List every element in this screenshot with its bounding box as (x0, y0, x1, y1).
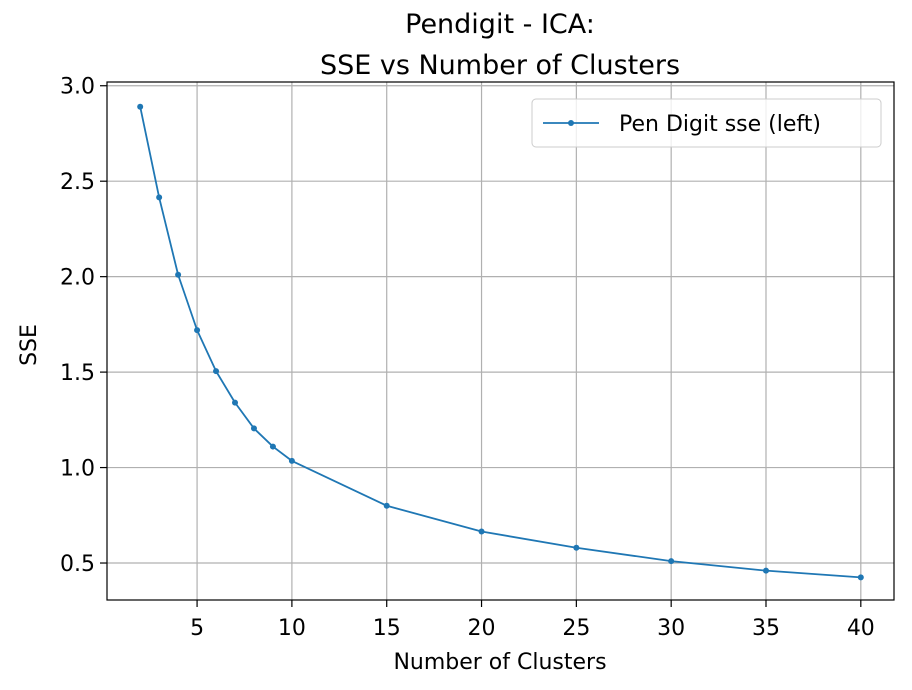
data-point (137, 103, 144, 110)
data-point (762, 567, 769, 574)
x-tick-label: 35 (752, 616, 780, 641)
data-point (232, 399, 239, 406)
data-point (194, 327, 201, 334)
data-point (668, 558, 675, 565)
legend-marker-swatch (568, 120, 574, 126)
x-axis-label: Number of Clusters (393, 650, 606, 675)
x-tick-label: 10 (278, 616, 306, 641)
data-point (857, 574, 864, 581)
data-point (175, 271, 182, 278)
y-tick-label: 2.5 (60, 170, 95, 195)
series-layer (137, 103, 864, 581)
legend: Pen Digit sse (left) (531, 98, 882, 148)
data-point (288, 457, 295, 464)
data-point (478, 528, 485, 535)
data-point (156, 194, 163, 201)
x-tick-label: 40 (847, 616, 875, 641)
y-tick-label: 1.5 (60, 361, 95, 386)
x-tick-label: 30 (657, 616, 685, 641)
data-point (213, 368, 220, 375)
y-tick-label: 2.0 (60, 266, 95, 291)
data-point (269, 443, 276, 450)
data-point (383, 502, 390, 509)
legend-entry-label: Pen Digit sse (left) (619, 112, 821, 137)
x-axis-ticks: 5 10 15 20 25 30 35 40 (190, 600, 875, 641)
x-tick-label: 5 (190, 616, 204, 641)
chart-title-line-2: SSE vs Number of Clusters (320, 50, 680, 81)
y-tick-label: 3.0 (60, 75, 95, 100)
x-tick-label: 15 (373, 616, 401, 641)
data-point (250, 425, 257, 432)
grid (107, 82, 894, 600)
y-tick-label: 0.5 (60, 552, 95, 577)
y-axis-label: SSE (17, 324, 42, 366)
y-axis-ticks: 0.5 1.0 1.5 2.0 2.5 3.0 (60, 75, 107, 577)
x-tick-label: 25 (562, 616, 590, 641)
legend-box (531, 98, 882, 148)
data-point (573, 544, 580, 551)
plot-area (106, 81, 895, 601)
chart-title-line-1: Pendigit - ICA: (405, 9, 595, 40)
x-tick-label: 20 (468, 616, 496, 641)
y-tick-label: 1.0 (60, 457, 95, 482)
